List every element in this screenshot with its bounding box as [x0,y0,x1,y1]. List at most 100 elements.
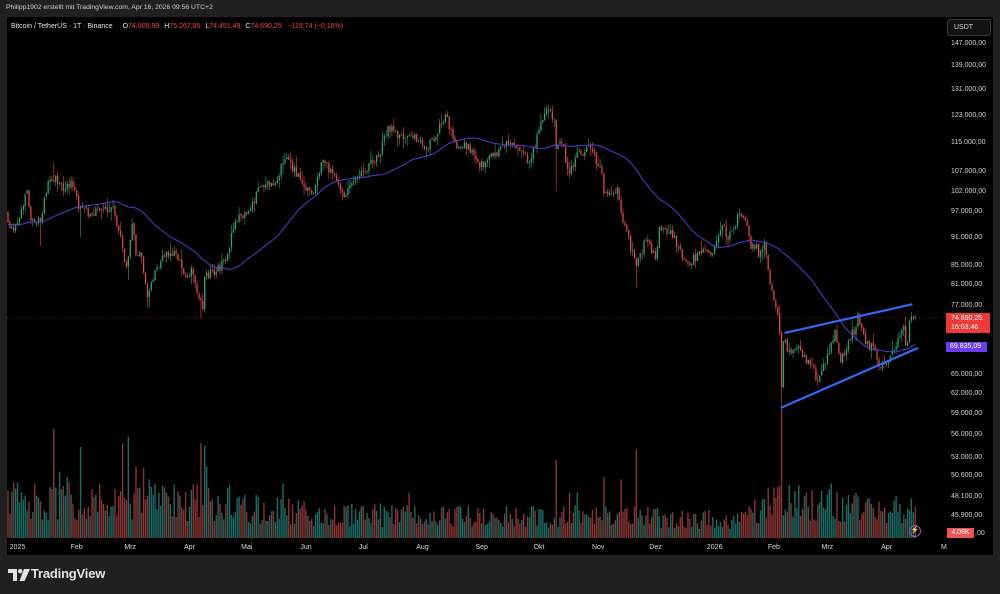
volume-bar [712,517,714,538]
volume-bar [349,526,351,538]
candle [809,358,811,369]
candle [286,153,288,160]
volume-bar [106,505,109,538]
sma-line[interactable] [7,137,916,353]
candle [121,234,124,253]
volume-bar [114,488,116,538]
volume-bar [39,501,42,538]
volume-bar [498,520,500,538]
symbol-title[interactable]: Bitcoin / TetherUS · 1T · Binance [11,23,113,30]
volume-bar [566,521,569,538]
volume-bar [505,505,508,538]
volume-bar [545,522,548,538]
volume-bar [438,520,441,538]
candle [738,208,741,219]
candle [566,156,569,176]
volume-bar [13,482,15,538]
volume-bar [691,526,693,538]
symbol-legend: Bitcoin / TetherUS · 1T · Binance O74.80… [11,23,343,30]
candle [175,247,177,259]
candle [444,113,447,124]
volume-bar [524,526,527,538]
close-label: C [245,23,251,30]
volume-bar [738,521,741,538]
volume-bar [906,508,909,538]
candle [314,184,317,197]
candle [503,145,506,149]
volume-bar [139,487,141,538]
candle [673,231,676,239]
volume-bar [49,487,51,538]
candle [652,248,655,254]
volume-bar [148,479,151,538]
price-tick-label: 81.000,00 [951,281,983,289]
volume-bar [777,487,779,538]
candle [461,146,464,150]
volume-bar [843,521,846,538]
candle [555,119,557,192]
volume-bar [503,513,506,538]
volume-bar [226,487,229,538]
candle [754,244,756,251]
volume-bar [820,490,823,538]
candle [836,324,838,344]
volume-bar [446,512,448,538]
candle [125,259,128,269]
candle [442,120,445,126]
volume-bar [803,496,806,538]
candle [482,161,485,171]
volume-bar [822,507,825,538]
drawings[interactable] [780,303,919,409]
volume-bar [853,495,855,538]
candle [647,235,649,247]
candle [22,204,24,215]
volume-bar [866,498,869,538]
volume-bar [425,518,427,538]
volume-bar [616,514,618,538]
volume-bar [184,491,187,538]
volume-bar [98,483,101,538]
candle [729,226,731,243]
volume-bar [125,499,128,538]
upper-wedge-line[interactable] [784,303,913,334]
volume-bar [326,514,328,538]
volume-bar [817,504,819,538]
candle [578,148,580,153]
candle [368,163,370,177]
candle [742,214,744,219]
volume-bar [444,518,447,538]
lower-wedge-line[interactable] [780,347,919,409]
time-axis-label: 2026 [706,544,723,551]
candle [689,261,691,266]
candle [47,179,49,195]
lightning-alert-icon[interactable]: ⚡ [909,525,921,537]
volume-bar [547,527,550,538]
currency-button[interactable]: USDT [947,19,991,36]
volume-bar [612,523,615,538]
candle [870,342,872,359]
candle [620,195,622,216]
candle [610,186,613,195]
volume-bar [538,509,540,538]
volume-bar [314,514,317,538]
volume-bar [828,489,830,538]
time-axis-label: Mai [241,544,253,551]
candle [332,164,334,180]
time-axis-label: Sep [475,544,488,551]
volume-bar [379,503,382,538]
volume-bar [194,499,196,538]
volume-bar [599,516,601,538]
volume-bar [66,476,68,538]
volume-bar [482,508,485,538]
volume-bar [480,523,483,538]
volume-bar [710,525,712,538]
volume-bar [123,497,126,538]
volume-bar [809,520,811,538]
volume-bar [631,523,634,538]
volume-bar [593,523,596,538]
candle [100,208,103,219]
volume-bar [824,509,827,538]
volume-bar [488,521,491,538]
volume-bar [622,511,624,538]
